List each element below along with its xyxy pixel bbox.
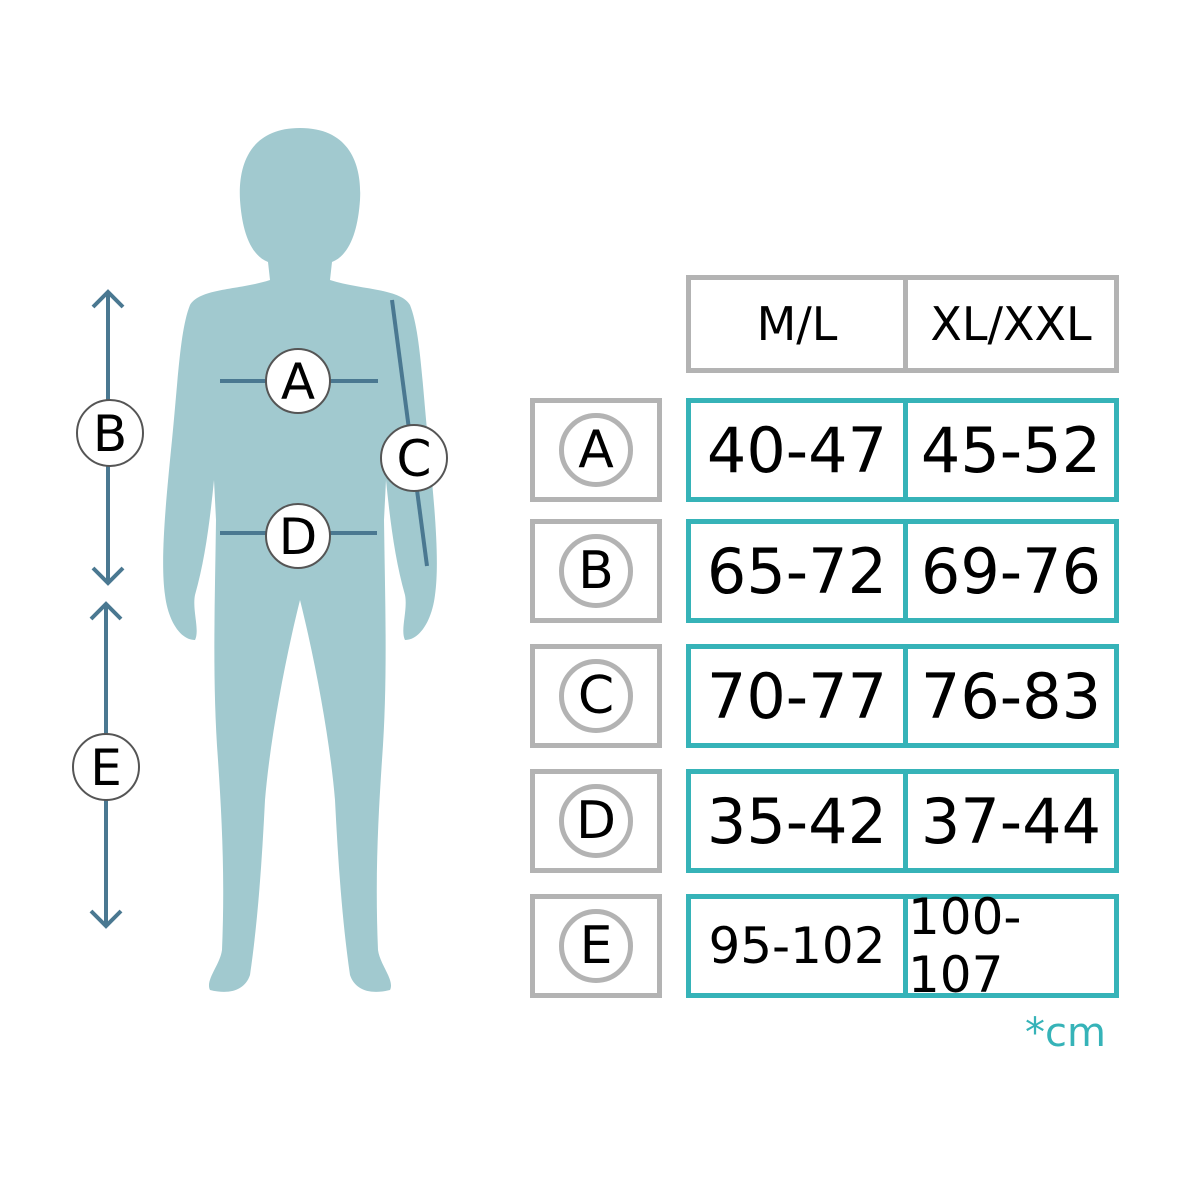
cell-xlxxl: 100-107 bbox=[908, 888, 1022, 1004]
cell-ml: 40-47 bbox=[691, 403, 908, 497]
row-label-circle: C bbox=[559, 659, 633, 733]
cell-ml: 70-77 bbox=[691, 649, 908, 743]
table-row: 95-102 100-107 bbox=[686, 888, 1119, 1004]
table-row: 65-72 69-76 bbox=[686, 519, 1119, 623]
row-label-circle: B bbox=[559, 534, 633, 608]
svg-text:E: E bbox=[90, 739, 122, 797]
header-row: M/L XL/XXL bbox=[686, 275, 1119, 373]
label-circle-e: E bbox=[72, 733, 140, 801]
svg-text:B: B bbox=[93, 405, 127, 463]
unit-note: *cm bbox=[1025, 1010, 1106, 1056]
row-label-circle: E bbox=[559, 909, 633, 983]
row-label-a: A bbox=[530, 398, 662, 502]
cell-xlxxl: 69-76 bbox=[920, 534, 1102, 608]
cell-xlxxl: 45-52 bbox=[920, 413, 1102, 487]
row-label-e: E bbox=[530, 894, 662, 998]
label-circle-d: D bbox=[265, 503, 331, 569]
label-circle-a: A bbox=[265, 348, 331, 414]
svg-text:D: D bbox=[279, 508, 318, 566]
svg-text:C: C bbox=[397, 430, 432, 488]
cell-xlxxl: 37-44 bbox=[920, 784, 1102, 858]
table-row: 35-42 37-44 bbox=[686, 769, 1119, 873]
cell-ml: 95-102 bbox=[691, 899, 908, 993]
body-figure: A B C D E bbox=[72, 128, 448, 992]
table-row: 70-77 76-83 bbox=[686, 644, 1119, 748]
header-xlxxl: XL/XXL bbox=[930, 297, 1092, 351]
row-label-circle: A bbox=[559, 413, 633, 487]
cell-ml: 35-42 bbox=[691, 774, 908, 868]
header-ml: M/L bbox=[691, 280, 908, 368]
label-circle-c: C bbox=[380, 424, 448, 492]
row-label-c: C bbox=[530, 644, 662, 748]
row-label-circle: D bbox=[559, 784, 633, 858]
row-label-d: D bbox=[530, 769, 662, 873]
cell-ml: 65-72 bbox=[691, 524, 908, 618]
table-row: 40-47 45-52 bbox=[686, 398, 1119, 502]
label-circle-b: B bbox=[76, 399, 144, 467]
svg-text:A: A bbox=[281, 353, 315, 411]
row-label-b: B bbox=[530, 519, 662, 623]
cell-xlxxl: 76-83 bbox=[920, 659, 1102, 733]
